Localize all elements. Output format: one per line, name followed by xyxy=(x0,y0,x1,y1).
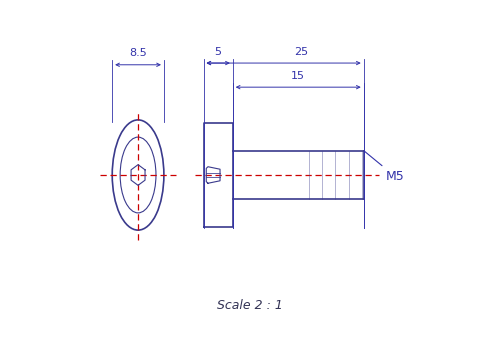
Text: 25: 25 xyxy=(294,47,308,57)
Text: 8.5: 8.5 xyxy=(129,48,147,58)
Text: M5: M5 xyxy=(364,151,405,183)
Text: Scale 2 : 1: Scale 2 : 1 xyxy=(217,299,283,313)
Text: 15: 15 xyxy=(291,71,305,81)
Text: 5: 5 xyxy=(214,47,222,57)
